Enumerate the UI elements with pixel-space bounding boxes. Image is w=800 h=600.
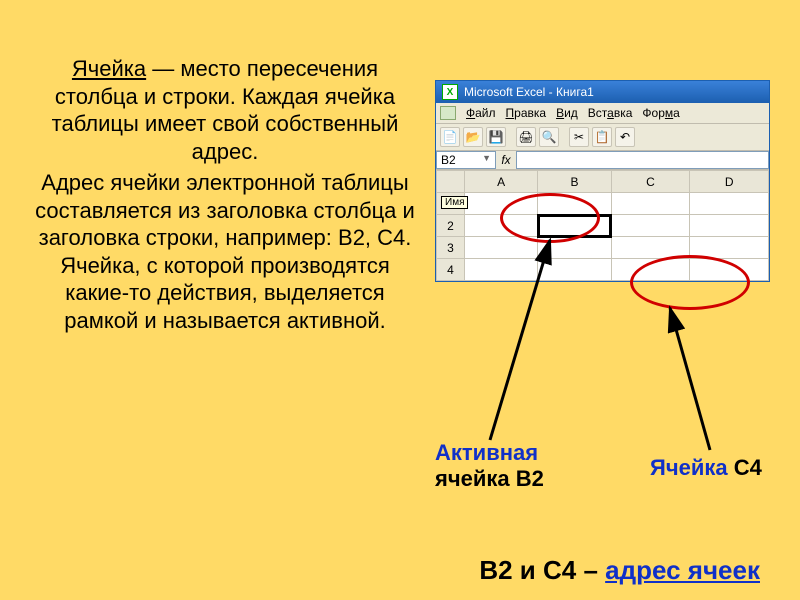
excel-window: X Microsoft Excel - Книга1 Файл Правка В… (435, 80, 770, 282)
window-title: Microsoft Excel - Книга1 (464, 85, 594, 99)
menu-view[interactable]: Вид (556, 106, 578, 120)
menu-format[interactable]: Форма (642, 106, 679, 120)
toolbar: 📄 📂 💾 🖨 🔍 ✂ 📋 ↶ (436, 124, 769, 151)
titlebar: X Microsoft Excel - Книга1 (436, 81, 769, 103)
print-icon[interactable]: 🖨 (516, 127, 536, 147)
corner-cell[interactable] (437, 171, 465, 193)
formula-bar-row: B2 ▼ fx (436, 151, 769, 170)
excel-icon: X (442, 84, 458, 100)
label-cell-c4: Ячейка C4 (650, 455, 762, 481)
cell-b1[interactable] (538, 193, 611, 215)
menu-insert[interactable]: Вставка (588, 106, 633, 120)
col-header-d[interactable]: D (690, 171, 769, 193)
cell-a2[interactable] (465, 215, 538, 237)
menu-edit[interactable]: Правка (506, 106, 547, 120)
cell-c2[interactable] (611, 215, 690, 237)
menubar: Файл Правка Вид Вставка Форма (436, 103, 769, 124)
save-icon[interactable]: 💾 (486, 127, 506, 147)
cell-a1[interactable] (465, 193, 538, 215)
cell-d3[interactable] (690, 237, 769, 259)
cell-d1[interactable] (690, 193, 769, 215)
row-header-3[interactable]: 3 (437, 237, 465, 259)
cell-b2[interactable] (538, 215, 611, 237)
label-active-cell: Активная ячейка B2 (435, 440, 544, 492)
definition-text: Ячейка — место пересечения столбца и стр… (35, 55, 415, 334)
paste-icon[interactable]: 📋 (592, 127, 612, 147)
preview-icon[interactable]: 🔍 (539, 127, 559, 147)
cell-c1[interactable] (611, 193, 690, 215)
address-link: адрес ячеек (605, 555, 760, 585)
cell-d4[interactable] (690, 259, 769, 281)
col-header-a[interactable]: A (465, 171, 538, 193)
cell-d2[interactable] (690, 215, 769, 237)
open-icon[interactable]: 📂 (463, 127, 483, 147)
grid: A B C D 1 2 3 (436, 170, 769, 281)
dropdown-icon: ▼ (482, 153, 491, 167)
sheet-area: Имя A B C D 1 2 (436, 170, 769, 281)
arrow-to-c4 (640, 300, 740, 460)
undo-icon[interactable]: ↶ (615, 127, 635, 147)
cell-a3[interactable] (465, 237, 538, 259)
cell-c4[interactable] (611, 259, 690, 281)
row-header-2[interactable]: 2 (437, 215, 465, 237)
bottom-statement: B2 и C4 – адрес ячеек (479, 555, 760, 586)
cell-c3[interactable] (611, 237, 690, 259)
menu-file[interactable]: Файл (466, 106, 496, 120)
cell-a4[interactable] (465, 259, 538, 281)
cell-b3[interactable] (538, 237, 611, 259)
para1: Ячейка — место пересечения столбца и стр… (35, 55, 415, 165)
cell-b4[interactable] (538, 259, 611, 281)
row-header-4[interactable]: 4 (437, 259, 465, 281)
fx-label: fx (496, 151, 516, 169)
col-header-c[interactable]: C (611, 171, 690, 193)
term: Ячейка (72, 56, 146, 81)
name-box[interactable]: B2 ▼ (436, 151, 496, 169)
cut-icon[interactable]: ✂ (569, 127, 589, 147)
formula-bar[interactable] (516, 151, 769, 169)
new-icon[interactable]: 📄 (440, 127, 460, 147)
doc-icon (440, 106, 456, 120)
para2: Адрес ячейки электронной таблицы составл… (35, 169, 415, 334)
col-header-b[interactable]: B (538, 171, 611, 193)
name-tooltip: Имя (441, 196, 468, 209)
